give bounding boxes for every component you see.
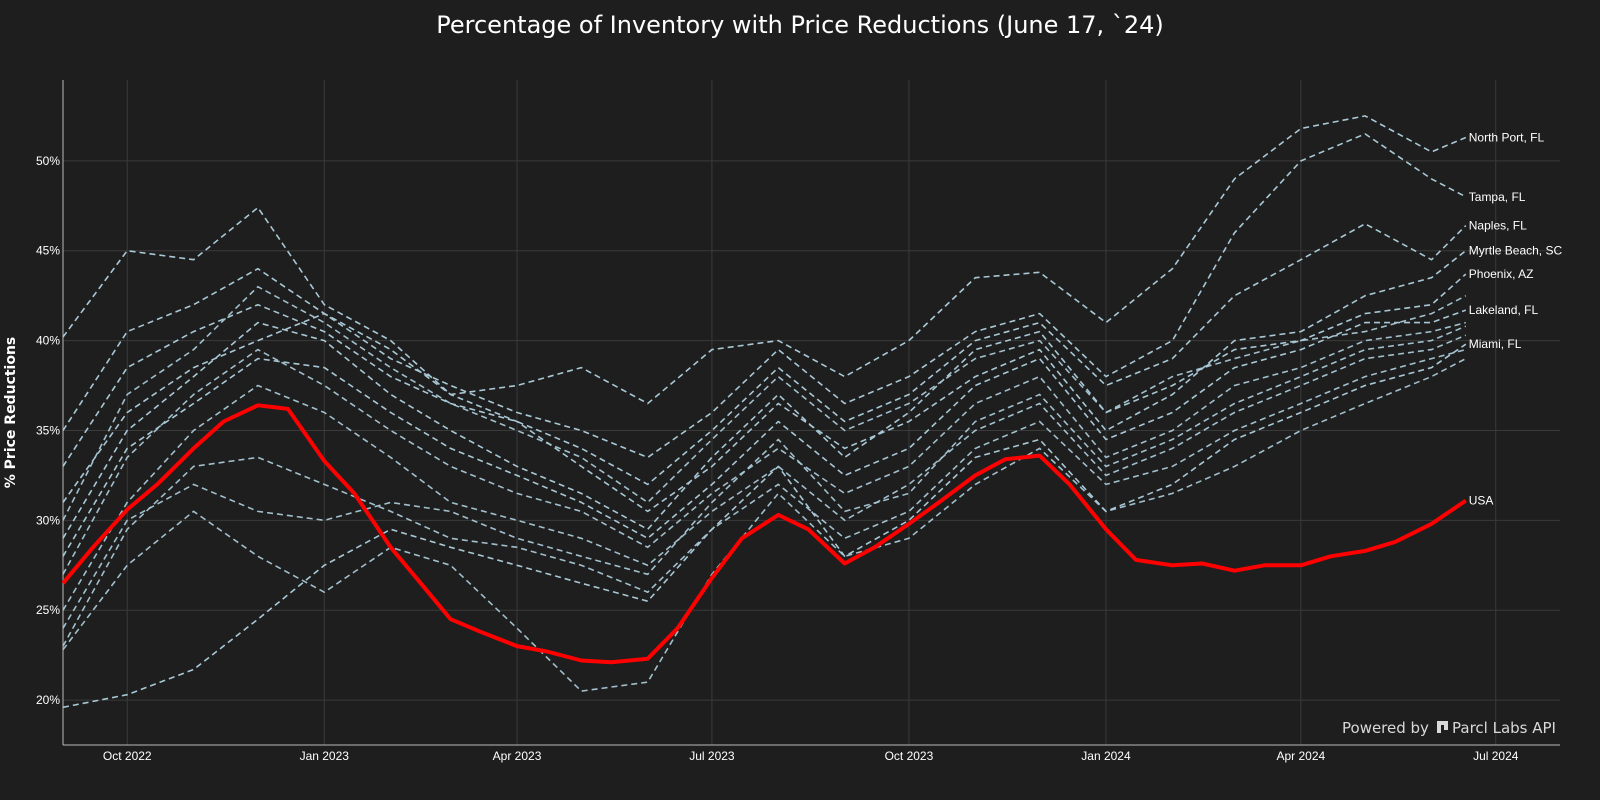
y-tick-labels: 20% 25% 30% 35% 40% 45% 50% — [36, 154, 60, 707]
x-tick-label: Jan 2023 — [300, 749, 350, 763]
metro-series-line-unlabeled-1 — [62, 321, 1467, 575]
x-tick-label: Apr 2023 — [493, 749, 542, 763]
metro-series-line-5 — [62, 309, 1467, 557]
x-tick-label: Jan 2024 — [1081, 749, 1131, 763]
y-tick-label: 45% — [36, 244, 60, 258]
chart-title: Percentage of Inventory with Price Reduc… — [436, 11, 1163, 39]
x-tick-label: Apr 2024 — [1277, 749, 1326, 763]
y-tick-label: 20% — [36, 693, 60, 707]
series-end-labels: North Port, FL Tampa, FL Naples, FL Myrtle … — [1469, 131, 1563, 508]
series-end-label: Naples, FL — [1469, 219, 1527, 233]
x-tick-label: Jul 2024 — [1473, 749, 1519, 763]
metro-series-line-2 — [62, 223, 1467, 486]
metro-series-line-0 — [62, 115, 1467, 405]
grid-lines — [63, 80, 1560, 745]
x-tick-label: Jul 2023 — [689, 749, 735, 763]
y-tick-label: 35% — [36, 423, 60, 437]
metro-series-line-unlabeled-0 — [62, 285, 1467, 521]
y-tick-label: 25% — [36, 603, 60, 617]
metro-series-line-3 — [62, 250, 1467, 513]
series-end-label: Lakeland, FL — [1469, 303, 1539, 317]
metro-series-lines — [62, 115, 1467, 709]
metro-series-line-4 — [62, 273, 1467, 539]
y-tick-label: 40% — [36, 334, 60, 348]
series-end-label: North Port, FL — [1469, 131, 1545, 145]
x-tick-labels: Oct 2022 Jan 2023 Apr 2023 Jul 2023 Oct 2023… — [103, 749, 1519, 763]
y-axis-label: % Price Reductions — [3, 337, 19, 489]
metro-series-line-1 — [62, 133, 1467, 459]
x-tick-label: Oct 2023 — [885, 749, 934, 763]
series-end-label: Tampa, FL — [1469, 190, 1526, 204]
metro-series-line-unlabeled-4 — [62, 357, 1467, 692]
series-end-label: USA — [1469, 494, 1494, 508]
axes — [62, 80, 1560, 746]
metro-series-line-unlabeled-3 — [62, 348, 1467, 647]
y-tick-label: 50% — [36, 154, 60, 168]
series-end-label: Myrtle Beach, SC — [1469, 244, 1563, 258]
x-tick-label: Oct 2022 — [103, 749, 152, 763]
parcl-logo-icon — [1437, 721, 1448, 733]
usa-series-line-7 — [61, 403, 1467, 665]
usa-series-line — [61, 403, 1467, 665]
y-tick-label: 30% — [36, 513, 60, 527]
series-end-label: Miami, FL — [1469, 337, 1522, 351]
series-end-label: Phoenix, AZ — [1469, 267, 1534, 281]
powered-by-watermark: Powered by Parcl Labs API — [1342, 719, 1556, 737]
metro-series-line-6 — [62, 343, 1467, 709]
metro-series-line-unlabeled-5 — [62, 325, 1467, 629]
watermark-brand: Parcl Labs API — [1452, 719, 1556, 737]
watermark-prefix: Powered by — [1342, 719, 1429, 737]
